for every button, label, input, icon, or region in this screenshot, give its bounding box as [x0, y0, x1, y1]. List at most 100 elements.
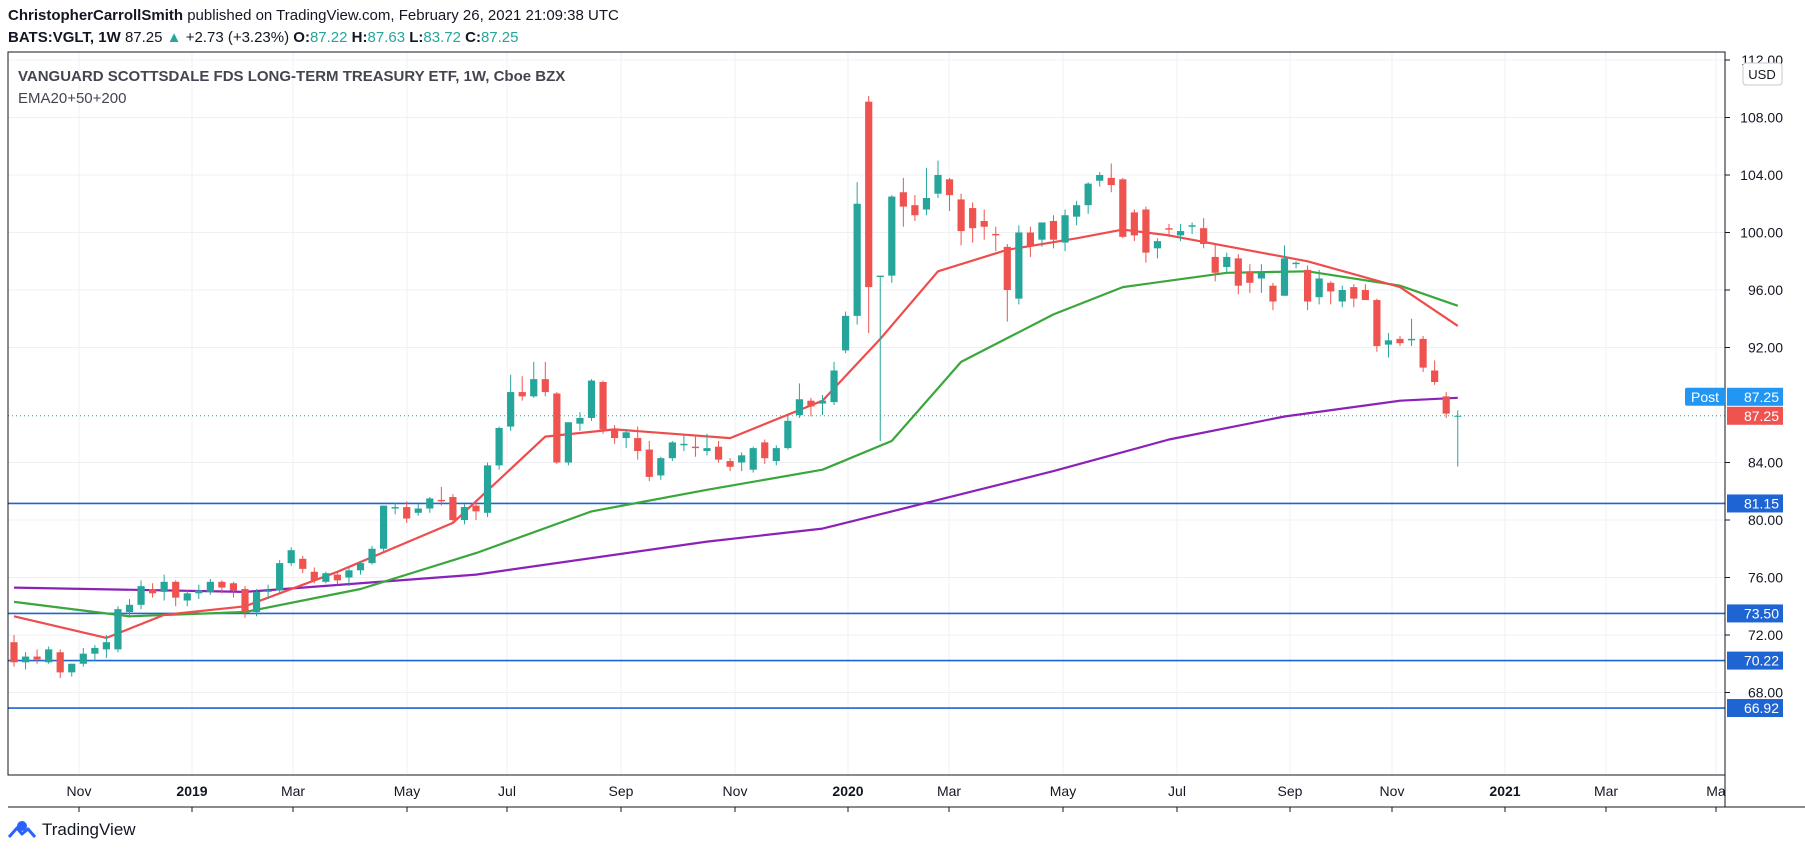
candle-body — [414, 508, 422, 513]
tradingview-icon — [8, 821, 36, 838]
candle — [865, 95, 873, 334]
candle-body — [1419, 338, 1427, 368]
candles — [10, 95, 1462, 679]
x-tick-label: May — [394, 783, 420, 799]
post-tag-label: Post — [1691, 389, 1719, 405]
candle-body — [495, 428, 503, 466]
candle-body — [460, 507, 469, 520]
open-value: 87.22 — [309, 29, 348, 46]
x-tick-label: Mar — [1594, 783, 1618, 799]
horizontal-levels — [8, 415, 1725, 709]
candle — [310, 567, 318, 584]
candle — [899, 177, 907, 227]
candle-body — [10, 642, 18, 663]
candle — [1038, 222, 1046, 247]
post-value-label: 87.25 — [1744, 389, 1779, 405]
indicator-label: EMA20+50+200 — [18, 90, 126, 107]
candle — [229, 581, 238, 598]
candle-body — [761, 442, 769, 459]
level-tag — [1727, 494, 1783, 513]
candle-body — [599, 382, 607, 430]
y-tick-label: 72.00 — [1748, 627, 1783, 643]
candle-body — [945, 179, 954, 196]
level-tag — [1727, 651, 1783, 670]
candle-body — [1003, 246, 1011, 290]
candle-body — [1350, 287, 1358, 299]
candle-body — [125, 604, 134, 612]
candle-body — [356, 563, 365, 571]
candle-body — [1096, 175, 1104, 181]
candle-body — [391, 507, 399, 509]
candle — [980, 209, 988, 240]
candle — [1419, 336, 1427, 372]
candle-body — [195, 590, 203, 594]
x-tick-label: 2020 — [832, 783, 863, 799]
candle-body — [45, 649, 53, 663]
candle-body — [229, 583, 238, 591]
candle — [714, 440, 723, 463]
candle — [1142, 206, 1150, 263]
high-value: 87.63 — [367, 29, 406, 46]
candle-body — [934, 175, 942, 194]
candle-body — [252, 591, 261, 612]
candle — [10, 635, 18, 667]
y-tick-label: 100.00 — [1740, 225, 1783, 241]
candle — [483, 462, 492, 518]
author-name[interactable]: ChristopherCarrollSmith — [8, 7, 184, 24]
candle-body — [276, 563, 284, 591]
candle-body — [992, 233, 1000, 236]
candle — [1304, 265, 1312, 311]
candle — [634, 426, 642, 460]
candle — [1107, 163, 1115, 193]
candle — [1246, 264, 1254, 293]
candle — [1165, 223, 1173, 237]
candle — [1119, 177, 1127, 239]
last-price: 87.25 — [124, 29, 163, 46]
candle-body — [530, 379, 538, 397]
candle-body — [1107, 177, 1115, 186]
candle — [1096, 172, 1104, 187]
level-tag-label: 73.50 — [1744, 605, 1779, 621]
candle-body — [969, 208, 977, 229]
candle — [518, 376, 526, 401]
candle-body — [91, 647, 99, 654]
candle-body — [714, 446, 723, 460]
candle-body — [1084, 183, 1092, 206]
candle-body — [1153, 241, 1162, 249]
candle — [1292, 261, 1300, 269]
currency-button[interactable]: USD — [1742, 62, 1783, 86]
candle — [795, 383, 803, 418]
candle — [853, 182, 861, 325]
candle-body — [842, 315, 850, 351]
candle-body — [634, 438, 642, 451]
candle — [460, 504, 469, 525]
candle-body — [114, 609, 122, 650]
candle-body — [322, 573, 330, 582]
candle-body — [1280, 258, 1289, 296]
level-tag-label: 70.22 — [1744, 653, 1779, 669]
candle — [749, 446, 757, 473]
candle — [56, 649, 64, 679]
candle — [1003, 244, 1011, 322]
candle — [1350, 284, 1358, 308]
candle-body — [691, 446, 700, 449]
candle-body — [56, 652, 64, 673]
candle-body — [1269, 285, 1277, 302]
last-price-label: 87.25 — [1744, 408, 1779, 424]
high-label: H: — [351, 29, 368, 46]
tradingview-logo[interactable]: TradingView — [8, 820, 136, 840]
candle-body — [1165, 228, 1173, 230]
candle — [1026, 226, 1034, 257]
candle-body — [1257, 272, 1265, 279]
candle — [772, 445, 780, 466]
x-tick-label: Nov — [723, 783, 748, 799]
candle-body — [657, 458, 665, 476]
candle — [1223, 252, 1231, 273]
candle-body — [403, 507, 411, 519]
candle — [1315, 269, 1323, 305]
candle-body — [1327, 282, 1335, 292]
candle-body — [1073, 205, 1081, 217]
candle-body — [795, 399, 803, 416]
candle-body — [668, 442, 676, 459]
